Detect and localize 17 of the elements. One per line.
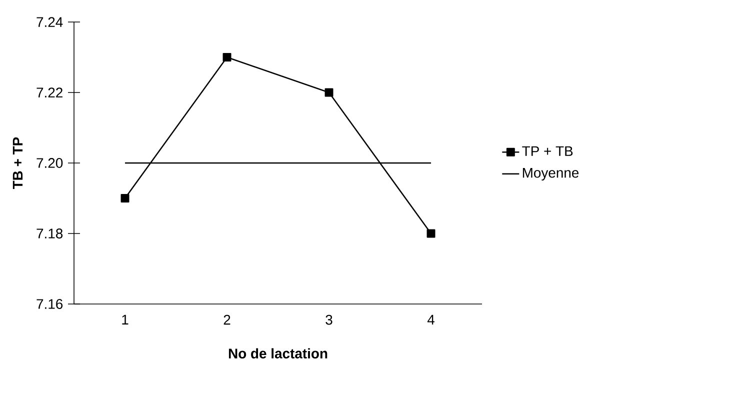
point [222,53,232,62]
y-tick-label: 7.16 [36,299,63,309]
point [120,194,130,202]
point [426,229,436,238]
y-tick-label: 7.20 [36,158,63,168]
x-tick-label: 3 [326,314,332,325]
y-tick-label: 7.18 [36,228,63,238]
x-axis-title: No de lactation [228,348,328,358]
point [324,88,334,97]
legend-label: Moyenne [522,168,579,180]
y-axis-title: TB + TP [12,137,23,189]
x-tick-label: 1 [122,314,128,324]
y-tick-label: 7.24 [36,17,63,27]
legend-label: TP + TB [522,146,573,156]
y-tick-label: 7.22 [36,88,62,98]
x-tick-label: 2 [224,314,230,325]
x-tick-label: 4 [427,314,434,324]
